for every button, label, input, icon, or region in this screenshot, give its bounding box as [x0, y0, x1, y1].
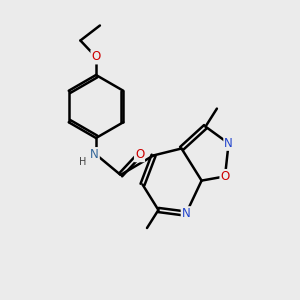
Text: N: N — [90, 148, 99, 161]
Text: O: O — [135, 148, 144, 161]
Text: O: O — [220, 170, 230, 183]
Text: N: N — [182, 207, 190, 220]
Text: H: H — [79, 157, 86, 167]
Text: O: O — [92, 50, 100, 64]
Text: N: N — [224, 137, 233, 150]
